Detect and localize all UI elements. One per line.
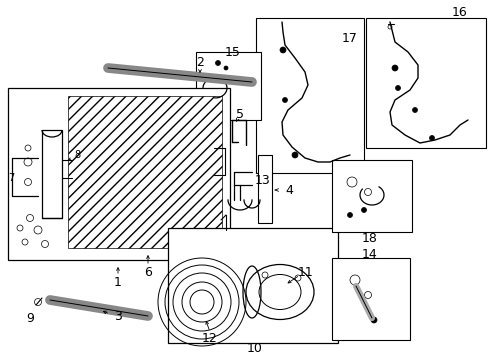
Circle shape [370, 317, 376, 323]
Circle shape [215, 60, 220, 66]
Circle shape [207, 90, 212, 94]
Text: 6: 6 [144, 266, 152, 279]
Circle shape [391, 65, 397, 71]
Text: 17: 17 [342, 31, 357, 45]
Bar [258, 155, 271, 223]
Circle shape [428, 135, 434, 140]
Circle shape [395, 85, 400, 90]
Circle shape [291, 152, 297, 158]
Text: 12: 12 [202, 332, 218, 345]
Text: 8: 8 [74, 150, 80, 160]
Text: 18: 18 [361, 231, 377, 244]
Circle shape [347, 212, 352, 217]
Text: 14: 14 [362, 248, 377, 261]
Circle shape [361, 207, 366, 212]
Bar [196, 52, 261, 120]
Text: 9: 9 [26, 311, 34, 324]
Bar [42, 130, 62, 218]
Circle shape [412, 108, 417, 112]
Text: 15: 15 [224, 45, 241, 58]
Text: 3: 3 [114, 310, 122, 323]
Text: 7: 7 [8, 173, 14, 183]
Bar [256, 18, 363, 173]
Bar [331, 258, 409, 340]
Text: 1: 1 [114, 275, 122, 288]
Text: 2: 2 [196, 55, 203, 68]
Bar [168, 228, 337, 343]
Text: 11: 11 [298, 266, 313, 279]
Circle shape [280, 47, 285, 53]
Polygon shape [68, 96, 222, 248]
Text: 5: 5 [236, 108, 244, 122]
Text: 16: 16 [451, 5, 467, 18]
Bar [331, 160, 411, 232]
Text: 13: 13 [254, 174, 270, 186]
Bar [365, 18, 485, 148]
Circle shape [223, 94, 226, 98]
Circle shape [282, 98, 287, 103]
Bar [8, 88, 229, 260]
Text: 4: 4 [285, 184, 292, 197]
Text: 10: 10 [246, 342, 263, 355]
Circle shape [224, 66, 227, 70]
